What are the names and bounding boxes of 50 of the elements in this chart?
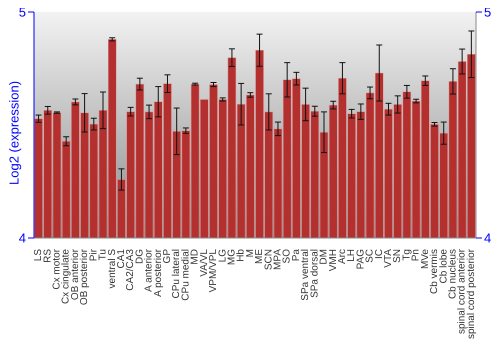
x-tick-label: MPA xyxy=(272,248,284,270)
x-tick-label: Tu xyxy=(98,249,109,260)
x-tick-label: Cb nucleus xyxy=(447,249,458,300)
x-tick-label: SPa ventral xyxy=(300,249,312,301)
x-tick-label: Cb lobe xyxy=(438,248,450,284)
x-tick-label: CA1 xyxy=(116,248,127,268)
x-tick-label: LS xyxy=(33,248,44,262)
x-tick-label: MG xyxy=(226,248,238,266)
x-tick-label: DG xyxy=(134,248,146,264)
x-tick-label: ME xyxy=(254,248,266,264)
x-tick-label: GP xyxy=(162,248,174,264)
y2-tick-label: 5 xyxy=(484,4,492,20)
x-tick-label: spinal cord anterior xyxy=(456,248,468,334)
y2-tick-label: 4 xyxy=(484,230,492,246)
x-tick-label: CA2/CA3 xyxy=(125,248,136,291)
x-tick-label: OB posterior xyxy=(79,248,90,306)
x-tick-label: Hb xyxy=(236,248,247,262)
x-tick-label: CPu medial xyxy=(180,249,192,301)
x-tick-label: OB anterior xyxy=(70,248,81,300)
x-tick-label: spinal cord posterior xyxy=(466,248,477,340)
x-tick-label: VTA xyxy=(383,248,394,268)
x-tick-label: Tg xyxy=(401,249,412,261)
x-tick-label: ventral S xyxy=(106,248,118,288)
x-tick-label: A anterior xyxy=(144,248,155,292)
x-tick-label: LH xyxy=(346,249,358,262)
x-tick-label: CPu lateral xyxy=(171,249,182,298)
x-tick-label: Cb vermis xyxy=(429,249,440,294)
x-tick-label: Cx cingulate xyxy=(60,248,72,304)
x-tick-label: VPM/VPL xyxy=(208,248,220,292)
x-tick-label: SN xyxy=(392,249,404,263)
x-tick-label: SC xyxy=(364,249,376,263)
x-tick-label: M xyxy=(244,249,256,258)
x-tick-label: VA/VL xyxy=(198,248,210,277)
x-tick-label: DM xyxy=(318,249,330,265)
x-tick-label: Pn xyxy=(410,249,422,262)
x-tick-label: MVe xyxy=(420,248,431,270)
x-tick-label: VMH xyxy=(328,249,339,272)
x-tick-label: IC xyxy=(374,249,385,259)
x-tick-label: SPa dorsal xyxy=(309,249,320,298)
x-tick-label: SCN xyxy=(263,249,274,270)
x-tick-label: PAG xyxy=(355,248,366,270)
x-tick-label: LG xyxy=(217,248,228,262)
x-tick-label: RS xyxy=(42,248,54,263)
x-tick-label: A posterior xyxy=(152,248,164,297)
x-tick-label: Pa xyxy=(290,248,302,262)
y-axis-title: Log2 (expression) xyxy=(6,80,22,185)
x-tick-label: SO xyxy=(282,248,293,264)
x-tick-label: Arc xyxy=(336,249,348,264)
x-tick-label: MD xyxy=(190,249,201,265)
x-tick-label: Pir xyxy=(88,248,100,262)
